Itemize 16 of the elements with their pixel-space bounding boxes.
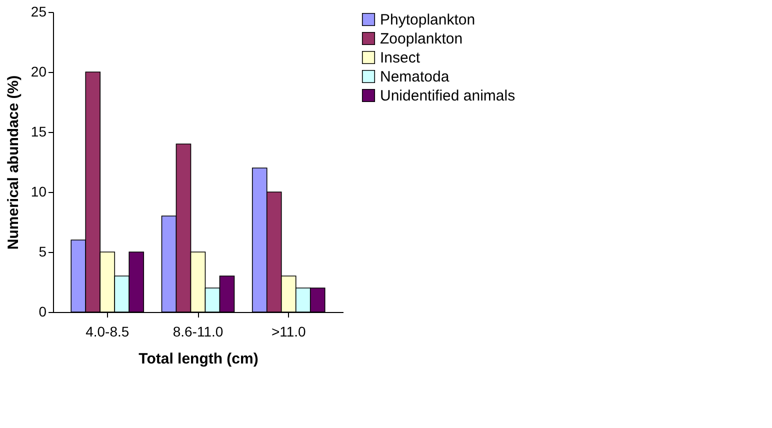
x-tick-label: 4.0-8.5 bbox=[86, 324, 130, 340]
y-tick-label: 25 bbox=[30, 4, 47, 20]
legend-label: Nematoda bbox=[380, 68, 450, 86]
y-tick-label: 10 bbox=[30, 184, 47, 200]
legend-label: Zooplankton bbox=[380, 30, 463, 48]
y-tick-label: 20 bbox=[30, 64, 47, 80]
x-tick-label: >11.0 bbox=[271, 324, 306, 340]
legend-label: Insect bbox=[380, 50, 421, 66]
y-tick-label: 15 bbox=[30, 124, 47, 140]
y-tick-label: 5 bbox=[38, 244, 47, 260]
legend-label: Phytoplankton bbox=[380, 12, 476, 28]
legend-label: Unidentified animals bbox=[380, 88, 516, 104]
x-tick-label: 8.6-11.0 bbox=[172, 324, 224, 340]
x-axis-title: Total length (cm) bbox=[138, 350, 258, 368]
y-tick-label: 0 bbox=[38, 304, 47, 320]
y-axis-title: Numerical abundace (%) bbox=[4, 75, 22, 250]
